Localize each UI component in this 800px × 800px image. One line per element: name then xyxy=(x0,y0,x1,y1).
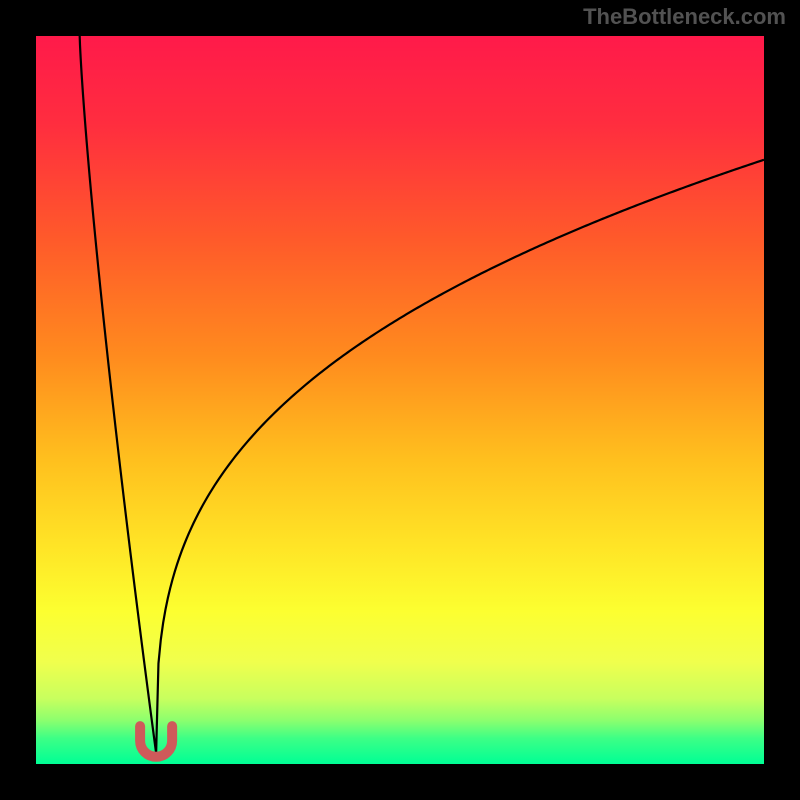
gradient-background xyxy=(36,36,764,764)
chart-container: TheBottleneck.com xyxy=(0,0,800,800)
watermark-text: TheBottleneck.com xyxy=(583,4,786,30)
bottleneck-chart xyxy=(36,36,764,764)
